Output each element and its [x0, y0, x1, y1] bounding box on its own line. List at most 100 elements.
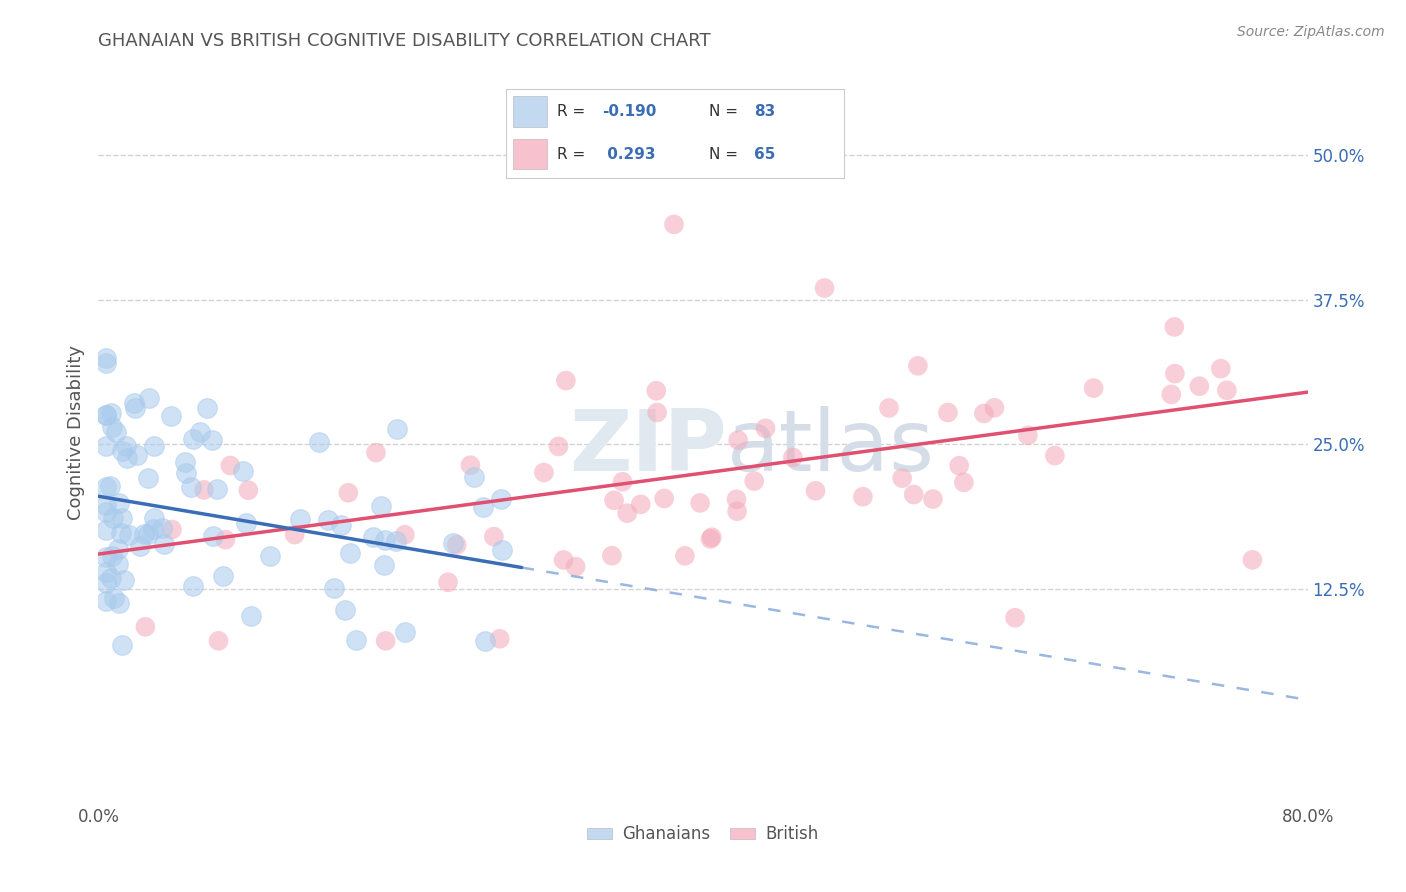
Ghanaians — [103, 511, 125, 525]
British — [446, 538, 468, 552]
Ghanaians — [202, 529, 225, 543]
British — [877, 401, 900, 415]
British — [1017, 428, 1039, 442]
FancyBboxPatch shape — [513, 139, 547, 169]
British — [193, 483, 215, 497]
British — [973, 407, 995, 421]
Ghanaians — [384, 533, 406, 548]
Ghanaians — [108, 496, 131, 510]
British — [533, 466, 555, 480]
British — [782, 450, 804, 465]
British — [699, 532, 721, 546]
British — [1209, 361, 1232, 376]
Ghanaians — [361, 529, 384, 543]
British — [936, 405, 959, 419]
British — [214, 533, 236, 547]
British — [953, 475, 976, 490]
British — [488, 632, 510, 646]
Text: -0.190: -0.190 — [602, 104, 657, 119]
Ghanaians — [288, 511, 311, 525]
Ghanaians — [136, 471, 159, 485]
Ghanaians — [370, 499, 392, 513]
British — [645, 405, 668, 419]
Ghanaians — [100, 406, 122, 420]
British — [903, 487, 925, 501]
Ghanaians — [117, 450, 139, 465]
British — [612, 475, 634, 489]
Ghanaians — [138, 391, 160, 405]
Ghanaians — [207, 482, 229, 496]
Ghanaians — [100, 571, 122, 585]
Text: R =: R = — [557, 104, 591, 119]
Ghanaians — [239, 608, 262, 623]
British — [134, 620, 156, 634]
Ghanaians — [142, 439, 165, 453]
Legend: Ghanaians, British: Ghanaians, British — [581, 819, 825, 850]
Ghanaians — [124, 401, 146, 415]
Ghanaians — [94, 479, 117, 493]
Ghanaians — [308, 434, 330, 449]
Ghanaians — [94, 351, 117, 365]
Ghanaians — [138, 526, 160, 541]
Ghanaians — [111, 638, 134, 652]
Ghanaians — [94, 549, 117, 564]
British — [727, 433, 749, 447]
British — [804, 483, 827, 498]
Ghanaians — [115, 439, 138, 453]
Ghanaians — [491, 491, 513, 506]
British — [742, 474, 765, 488]
British — [725, 492, 748, 507]
Ghanaians — [197, 401, 219, 415]
British — [238, 483, 260, 498]
British — [689, 496, 711, 510]
British — [564, 559, 586, 574]
Ghanaians — [105, 425, 128, 439]
Ghanaians — [122, 396, 145, 410]
Y-axis label: Cognitive Disability: Cognitive Disability — [66, 345, 84, 520]
Ghanaians — [471, 500, 494, 515]
British — [207, 633, 229, 648]
Ghanaians — [329, 518, 352, 533]
British — [1164, 367, 1187, 381]
Ghanaians — [441, 536, 464, 550]
British — [662, 218, 685, 232]
Ghanaians — [94, 566, 117, 580]
Ghanaians — [385, 422, 408, 436]
British — [219, 458, 242, 473]
British — [437, 575, 460, 590]
Text: ZIP: ZIP — [569, 406, 727, 489]
Ghanaians — [112, 574, 135, 588]
British — [754, 421, 776, 435]
British — [922, 491, 945, 506]
Ghanaians — [474, 634, 496, 648]
British — [1216, 384, 1239, 398]
Ghanaians — [94, 439, 117, 453]
Ghanaians — [111, 444, 134, 458]
British — [652, 491, 675, 506]
Ghanaians — [94, 523, 117, 537]
British — [700, 530, 723, 544]
Ghanaians — [335, 603, 357, 617]
Ghanaians — [94, 594, 117, 608]
British — [603, 493, 626, 508]
British — [813, 281, 835, 295]
British — [983, 401, 1005, 415]
British — [460, 458, 482, 472]
Ghanaians — [235, 516, 257, 531]
British — [374, 633, 396, 648]
British — [725, 504, 748, 518]
British — [547, 439, 569, 453]
Ghanaians — [110, 526, 132, 541]
Ghanaians — [94, 408, 117, 422]
Ghanaians — [94, 499, 117, 513]
British — [852, 490, 875, 504]
British — [948, 458, 970, 473]
Text: N =: N = — [709, 104, 742, 119]
British — [645, 384, 668, 398]
British — [1163, 320, 1185, 334]
Ghanaians — [181, 579, 204, 593]
Ghanaians — [374, 533, 396, 548]
Ghanaians — [173, 455, 195, 469]
Ghanaians — [491, 542, 513, 557]
Text: R =: R = — [557, 147, 591, 161]
